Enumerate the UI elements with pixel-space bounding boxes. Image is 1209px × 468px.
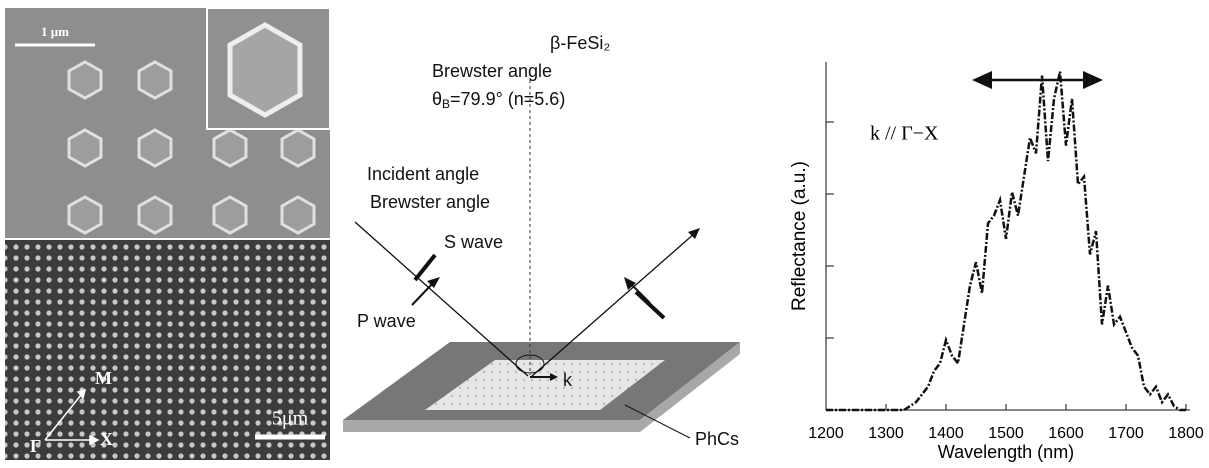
chart: k // Γ−X Reflectance (a.u.) Wavelength (…	[789, 62, 1204, 462]
k-label: k	[563, 370, 573, 390]
annotation: θB=79.9° (n=5.6)	[432, 89, 565, 111]
diagram: β-FeSi₂ Brewster angle θB=79.9° (n=5.6) …	[343, 33, 740, 449]
x-tick-label: 1200	[808, 425, 844, 442]
x-tick-label: 1600	[1048, 425, 1084, 442]
wave-label: S wave	[444, 232, 503, 252]
x-tick-label: 1400	[928, 425, 964, 442]
scale-label: 1 μm	[41, 24, 69, 39]
material-label: β-FeSi₂	[550, 33, 610, 53]
scale-label: 5μm	[272, 408, 309, 430]
x-tick-label: 1700	[1108, 425, 1144, 442]
theta-sub: B	[442, 97, 450, 111]
phcs-label: PhCs	[695, 429, 739, 449]
x-tick-label: 1300	[868, 425, 904, 442]
y-axis-label: Reflectance (a.u.)	[789, 161, 810, 311]
annotation: Incident angle	[367, 164, 479, 184]
direction-label: M	[95, 368, 112, 388]
x-tick-label: 1800	[1168, 425, 1204, 442]
annotation: Brewster angle	[370, 192, 490, 212]
wave-label: P wave	[357, 311, 416, 331]
y-ticks	[826, 121, 834, 339]
direction-label: X	[100, 429, 113, 449]
x-axis-label: Wavelength (nm)	[938, 442, 1074, 462]
annotation: Brewster angle	[432, 61, 552, 81]
sem-top: 1 μm	[5, 7, 331, 238]
x-tick-label: 1500	[988, 425, 1024, 442]
annotation: k // Γ−X	[870, 123, 939, 145]
sem-bottom: 5μm M Γ X	[5, 240, 330, 460]
theta-value: =79.9° (n=5.6)	[450, 89, 565, 109]
theta: θ	[432, 89, 442, 109]
data-line	[826, 71, 1186, 412]
direction-label: Γ	[30, 436, 41, 456]
